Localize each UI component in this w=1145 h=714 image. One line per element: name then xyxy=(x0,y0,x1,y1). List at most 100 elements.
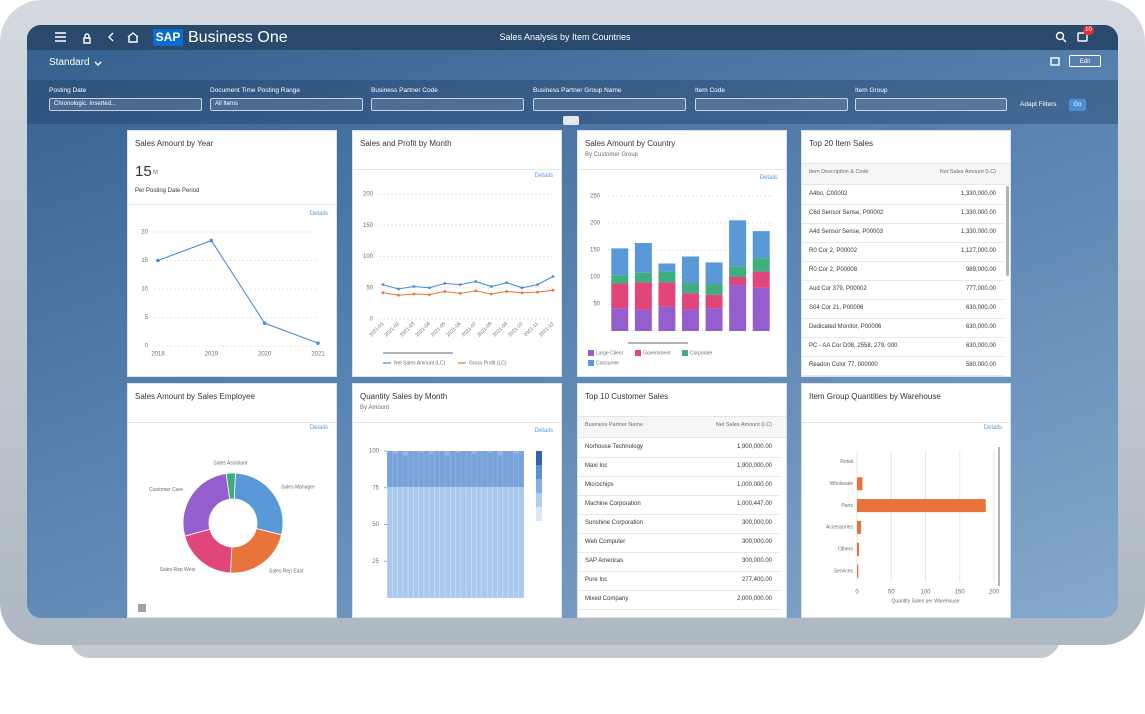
table-row[interactable] xyxy=(802,356,1004,376)
lock-icon[interactable] xyxy=(83,33,91,44)
notification-badge: 10 xyxy=(1083,26,1094,35)
bar xyxy=(471,453,477,598)
legend-swatch xyxy=(635,350,641,356)
table-row[interactable] xyxy=(578,533,780,553)
details-link[interactable]: Details xyxy=(309,425,328,431)
search-icon[interactable] xyxy=(1055,31,1065,41)
bar xyxy=(482,451,487,598)
filter-input[interactable] xyxy=(533,98,686,111)
donut-slice xyxy=(225,472,236,500)
details-link[interactable]: Details xyxy=(759,175,778,181)
table-cell: Pure Inc xyxy=(585,577,608,583)
details-link[interactable]: Details xyxy=(534,428,553,434)
bar-segment xyxy=(658,282,676,307)
table-row[interactable] xyxy=(802,337,1004,357)
go-button[interactable]: Go xyxy=(1069,99,1086,111)
table-cell: 989,000.00 xyxy=(965,267,996,273)
filter-input[interactable] xyxy=(695,98,848,111)
filter-input[interactable]: All Items xyxy=(210,98,363,111)
adapt-filters[interactable]: Adapt Filters xyxy=(1020,101,1057,108)
filter-input[interactable] xyxy=(855,98,1007,111)
bar-segment xyxy=(729,266,747,277)
table-row[interactable] xyxy=(578,590,780,610)
table-cell: 1,900,000.00 xyxy=(736,444,772,450)
table-row[interactable] xyxy=(802,242,1004,262)
point xyxy=(209,238,214,243)
table-row[interactable] xyxy=(578,457,780,477)
chevron-down[interactable] xyxy=(94,61,102,66)
table-row[interactable] xyxy=(578,571,780,591)
bar-segment xyxy=(752,287,770,331)
collapse-tab[interactable] xyxy=(563,116,579,125)
home-icon[interactable] xyxy=(127,32,139,43)
tile-title: Top 20 Item Sales xyxy=(809,139,874,148)
table-row[interactable] xyxy=(802,223,1004,243)
bar xyxy=(518,451,524,598)
table-cell: Maxi Inc xyxy=(585,463,608,469)
scrollbar xyxy=(383,352,453,354)
tile[interactable]: Sales Amount by Country By Customer Group… xyxy=(577,130,787,377)
y-tick-label: Retail xyxy=(840,459,853,465)
variant-selector[interactable]: Standard xyxy=(49,57,90,68)
bar-segment xyxy=(752,231,770,259)
details-link[interactable]: Details xyxy=(983,425,1002,431)
details-link[interactable]: Details xyxy=(534,173,553,179)
table-cell: Microchips xyxy=(585,482,614,488)
edit-button[interactable]: Edit xyxy=(1069,55,1101,67)
table-cell: A4d Sensor Sense, P00003 xyxy=(809,229,884,235)
bar xyxy=(497,455,503,598)
chart: Sales Manager Sales Rep East Sales Rep Wes… xyxy=(138,460,315,612)
bar-segment xyxy=(752,271,770,288)
menu-icon[interactable] xyxy=(55,32,66,42)
bar-segment xyxy=(682,309,699,331)
x-tick-label: 150 xyxy=(955,590,966,596)
table-row[interactable] xyxy=(802,261,1004,281)
notification-icon[interactable] xyxy=(1077,32,1088,42)
table-header xyxy=(578,416,786,438)
filter-label: Business Partner Code xyxy=(371,87,438,94)
point xyxy=(489,285,493,288)
table-row[interactable] xyxy=(802,318,1004,338)
bar-segment xyxy=(611,248,629,276)
table-row[interactable] xyxy=(802,280,1004,300)
table-row[interactable] xyxy=(578,552,780,572)
filter-input[interactable] xyxy=(371,98,524,111)
table-row[interactable] xyxy=(578,495,780,515)
kpi-value: 15 xyxy=(135,163,152,180)
tile[interactable]: Sales Amount by Year 15 M Per Posting Date … xyxy=(127,130,337,377)
table-row[interactable] xyxy=(802,204,1004,224)
bar xyxy=(445,455,450,598)
point xyxy=(505,281,509,285)
tile[interactable]: Item Group Quantities by Warehouse Detail… xyxy=(801,383,1011,618)
chart: 0 50 100 150 200 2021-012021-022021-032021-04… xyxy=(363,192,556,367)
table-row[interactable] xyxy=(578,514,780,534)
tile[interactable]: Top 10 Customer Sales Business Partner Na… xyxy=(577,383,787,618)
chart: 0 5 10 15 20 2018 2019 2020 2021 xyxy=(141,230,325,358)
tile[interactable]: Sales Amount by Sales Employee Details Sal… xyxy=(127,383,337,618)
bar xyxy=(413,451,419,598)
donut-slice xyxy=(230,528,283,574)
x-tick-label: 2021-12 xyxy=(538,321,555,338)
point xyxy=(443,290,447,293)
bar xyxy=(392,453,398,598)
bar xyxy=(487,452,493,598)
bar xyxy=(439,451,445,598)
table-cell: Norhouse Technology xyxy=(585,444,643,450)
table-row[interactable] xyxy=(578,438,780,458)
separator xyxy=(128,422,336,423)
bar xyxy=(434,451,440,598)
highlight-band xyxy=(387,451,524,487)
table-row[interactable] xyxy=(802,185,1004,205)
tile[interactable]: Sales and Profit by Month Details 0 50 100 15… xyxy=(352,130,562,377)
y-tick-label: 20 xyxy=(141,230,148,236)
details-link[interactable]: Details xyxy=(309,211,328,217)
filter-input[interactable]: Chronologic. Inserted... xyxy=(49,98,202,111)
table-cell: 300,000.00 xyxy=(741,539,772,545)
tile[interactable]: Top 20 Item Sales Item Description & Code… xyxy=(801,130,1011,377)
table-row[interactable] xyxy=(802,299,1004,319)
back-icon[interactable] xyxy=(108,32,114,42)
tile[interactable]: Quantity Sales by Month By Amount Details 2… xyxy=(352,383,562,618)
share-icon[interactable] xyxy=(1050,57,1060,66)
column-header: Net Sales Amount (LC) xyxy=(939,169,996,175)
table-row[interactable] xyxy=(578,476,780,496)
